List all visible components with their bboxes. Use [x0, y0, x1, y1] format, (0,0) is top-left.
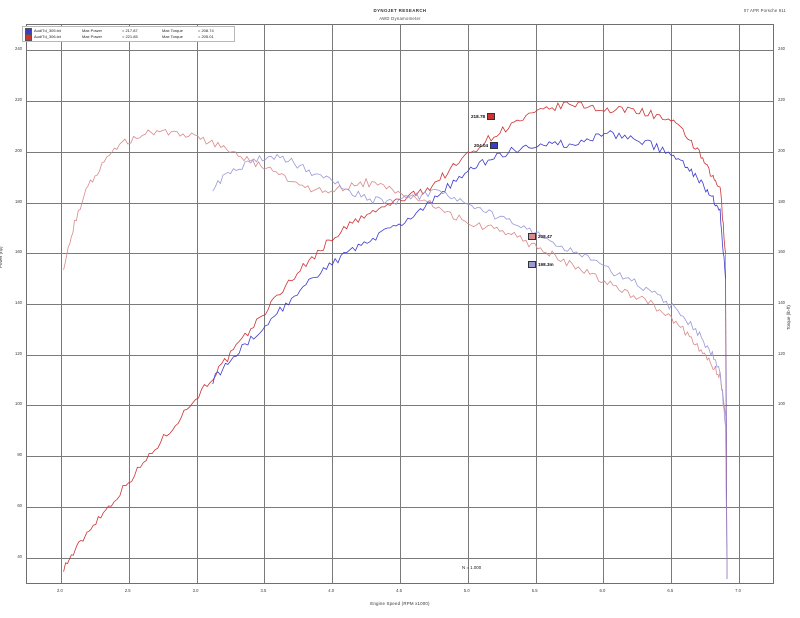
callout-peak-power-blue: 204.04 — [474, 142, 499, 149]
grid-line-horizontal — [27, 354, 773, 356]
y-tick-label-right: 100 — [778, 401, 785, 407]
legend-torque-value: = 208.74 — [198, 27, 214, 33]
y-tick-label-right: 220 — [778, 97, 785, 103]
legend-color-swatch-icon — [25, 33, 32, 41]
x-tick-label: 3.5 — [260, 588, 267, 593]
callout-peak-torque-blue: 198.3m — [528, 261, 554, 268]
x-tick-label: 3.0 — [192, 588, 199, 593]
ratio-note: N = 1.000 — [462, 565, 482, 570]
grid-line-horizontal — [27, 557, 773, 559]
grid-line-horizontal — [27, 50, 773, 52]
callout-peak-torque-red: 208.47 — [528, 233, 552, 240]
x-tick-label: 7.0 — [735, 588, 741, 593]
legend-row[interactable]: AudiTd_306.txt Max Power = 221.85 Max Torqu… — [25, 33, 232, 41]
y-tick-label-left: 220 — [15, 97, 22, 103]
curve-layer — [63, 101, 728, 580]
grid-line-horizontal — [27, 456, 773, 458]
grid-line-horizontal — [27, 253, 773, 255]
chart-subtitle: AWD Dynamometer — [379, 16, 421, 21]
callout-value: 218.78 — [471, 114, 486, 119]
series-line — [212, 130, 726, 385]
y-tick-label-left: 80 — [17, 452, 22, 458]
legend-power-value: = 221.85 — [122, 33, 138, 39]
x-tick-label: 5.5 — [531, 588, 538, 593]
callout-marker-icon — [487, 113, 496, 120]
x-tick-label: 2.5 — [124, 588, 131, 593]
x-tick-label: 6.5 — [667, 588, 674, 593]
series-line — [63, 101, 726, 572]
x-tick-label: 2.0 — [56, 588, 63, 593]
grid-line-horizontal — [27, 202, 773, 204]
y-axis-right-title: Torque (lb-ft) — [786, 305, 791, 330]
y-tick-label-left: 60 — [17, 502, 22, 508]
callout-marker-icon — [490, 142, 499, 149]
y-tick-label-right: 240 — [778, 46, 785, 52]
grid-line-horizontal — [27, 506, 773, 508]
legend-torque-label: Max Torque — [162, 33, 183, 39]
x-tick-label: 5.0 — [463, 588, 470, 593]
grid-line-horizontal — [27, 304, 773, 305]
legend-series-name: AudiTd_306.txt — [34, 33, 61, 39]
callout-peak-power-red: 218.78 — [471, 113, 496, 120]
y-axis-left-title: Power (hp) — [0, 246, 3, 268]
plot-area: 218.78 204.04 208.47 198.3m N = 1.000 — [26, 24, 774, 584]
y-tick-label-left: 100 — [15, 401, 22, 407]
chart-timestamp: 07 APR Porsche 911 — [743, 8, 786, 13]
y-tick-label-right: 160 — [778, 249, 785, 255]
x-tick-label: 4.5 — [396, 588, 402, 593]
legend-series-name: AudiTd_305.txt — [34, 27, 61, 33]
y-tick-label-left: 160 — [15, 249, 22, 255]
y-tick-label-right: 180 — [778, 198, 785, 204]
y-tick-label-left: 40 — [17, 553, 22, 559]
callout-marker-icon — [528, 261, 536, 268]
legend-power-value: = 217.87 — [122, 27, 138, 33]
y-tick-label-right: 120 — [778, 350, 785, 356]
y-tick-label-left: 200 — [15, 147, 22, 153]
callout-value: 204.04 — [474, 143, 489, 148]
legend-torque-label: Max Torque — [162, 27, 183, 33]
x-tick-label: 4.0 — [328, 588, 335, 593]
legend-power-label: Max Power — [82, 27, 103, 33]
y-tick-label-left: 140 — [15, 300, 22, 305]
y-tick-label-right: 140 — [778, 300, 785, 305]
series-legend[interactable]: AudiTd_305.txt Max Power = 217.87 Max Torqu… — [22, 26, 235, 42]
legend-torque-value: = 205.01 — [198, 33, 214, 39]
y-tick-label-right: 200 — [778, 147, 785, 153]
callout-value: 198.3m — [538, 262, 554, 267]
x-tick-label: 6.0 — [599, 588, 606, 593]
grid-line-horizontal — [27, 151, 773, 153]
chart-title: DYNOJET RESEARCH — [373, 8, 427, 13]
legend-power-label: Max Power — [82, 33, 103, 39]
series-line — [63, 129, 726, 416]
x-axis-title: Engine Speed (RPM x1000) — [370, 601, 430, 606]
y-tick-label-left: 180 — [15, 198, 22, 204]
callout-marker-icon — [528, 233, 536, 240]
y-tick-label-left: 120 — [15, 350, 22, 356]
grid-line-horizontal — [27, 405, 773, 407]
callout-value: 208.47 — [538, 234, 553, 239]
grid-line-horizontal — [27, 101, 773, 103]
series-tail — [725, 425, 728, 580]
series-line — [212, 153, 726, 426]
y-tick-label-left: 240 — [15, 46, 22, 52]
